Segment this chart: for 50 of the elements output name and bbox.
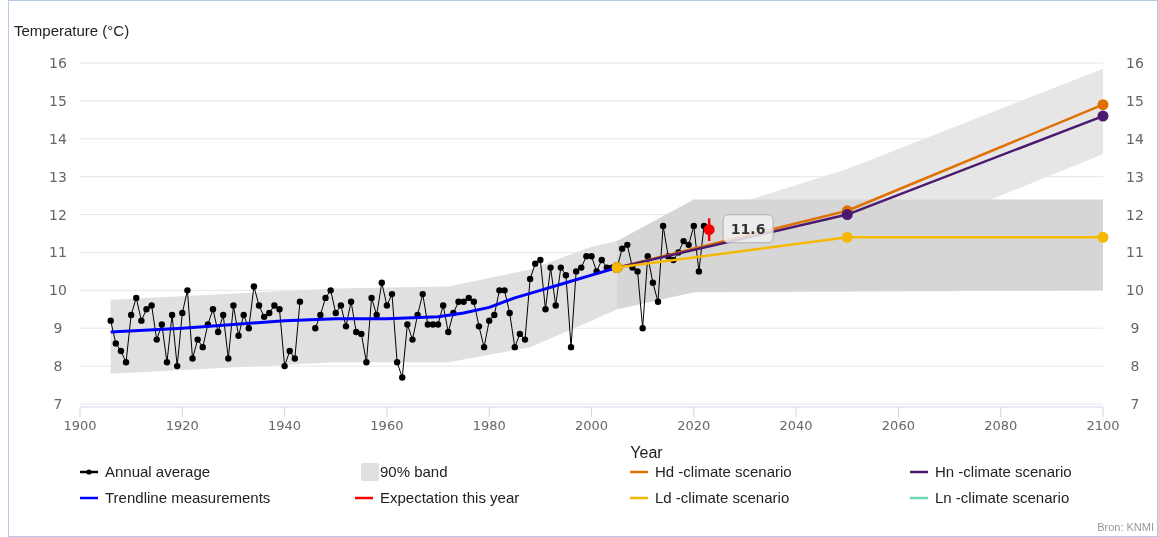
legend-label: Hn -climate scenario — [935, 463, 1072, 480]
y2-tick-label: 9 — [1130, 320, 1140, 337]
y-tick-label: 11 — [49, 244, 67, 261]
y-axis-title: Temperature (°C) — [14, 22, 130, 39]
point — [841, 231, 853, 243]
x-tick-label: 2040 — [779, 418, 813, 433]
legend-label: Ln -climate scenario — [935, 489, 1070, 506]
y-tick-label: 7 — [53, 396, 63, 412]
y2-tick-label: 11 — [1126, 244, 1144, 261]
point — [1097, 99, 1109, 111]
y-tick-label: 14 — [49, 130, 67, 147]
legend-label: Expectation this year — [380, 489, 520, 506]
y2-tick-label: 8 — [1130, 358, 1140, 375]
y-tick-label: 16 — [49, 55, 67, 71]
x-tick-label: 1920 — [165, 418, 199, 433]
y2-tick-label: 13 — [1126, 168, 1144, 185]
x-tick-label: 2100 — [1086, 418, 1120, 433]
x-tick-label: 2000 — [574, 418, 609, 433]
x-tick-label: 1940 — [268, 418, 302, 433]
y-tick-label: 9 — [53, 320, 63, 337]
x-tick-label: 1980 — [472, 418, 506, 433]
legend-label: 90% band — [380, 463, 448, 480]
legend-label: Annual average — [105, 463, 211, 480]
point — [1097, 231, 1109, 243]
y-tick-label: 12 — [49, 206, 67, 223]
x-tick-label: 2080 — [984, 418, 1018, 433]
point — [1097, 110, 1109, 122]
x-axis-title: Year — [630, 444, 664, 461]
point — [703, 224, 715, 236]
value-callout: 11.6 — [722, 214, 774, 244]
y2-tick-label: 15 — [1126, 92, 1144, 109]
y2-tick-label: 16 — [1126, 55, 1144, 71]
legend-label: Hd -climate scenario — [655, 463, 792, 480]
text: Bron: KNMI — [1097, 521, 1154, 533]
y2-tick-label: 14 — [1126, 130, 1144, 147]
x-tick-label: 1900 — [63, 418, 97, 433]
y-tick-label: 8 — [53, 358, 63, 375]
x-tick-label: 2020 — [677, 418, 711, 433]
y2-tick-label: 12 — [1126, 206, 1144, 223]
legend-label: Trendline measurements — [105, 489, 271, 506]
y-tick-label: 10 — [49, 282, 67, 299]
data-label: 11.6 — [730, 220, 766, 237]
y2-tick-label: 10 — [1126, 282, 1144, 299]
x-tick-label: 2060 — [881, 418, 915, 433]
y2-tick-label: 7 — [1130, 396, 1140, 412]
y-tick-label: 13 — [49, 168, 67, 185]
x-tick-label: 1960 — [370, 418, 404, 433]
legend-label: Ld -climate scenario — [655, 489, 790, 506]
point — [841, 209, 853, 221]
y-tick-label: 15 — [49, 92, 67, 109]
